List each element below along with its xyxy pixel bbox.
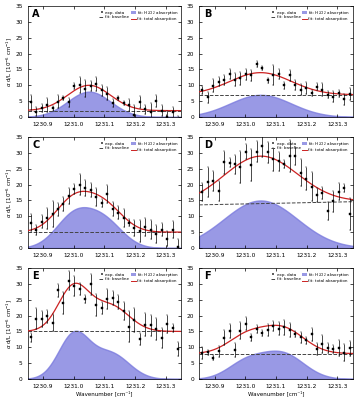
- Text: C: C: [32, 140, 40, 150]
- Text: B: B: [204, 10, 211, 20]
- Text: E: E: [32, 272, 39, 282]
- X-axis label: Wavenumber [cm⁻¹]: Wavenumber [cm⁻¹]: [248, 390, 304, 396]
- Y-axis label: $\alpha$ d/L [10$^{-6}$ cm$^{-1}$]: $\alpha$ d/L [10$^{-6}$ cm$^{-1}$]: [4, 36, 14, 87]
- Text: A: A: [32, 10, 40, 20]
- X-axis label: Wavenumber [cm⁻¹]: Wavenumber [cm⁻¹]: [76, 390, 133, 396]
- Legend: exp. data, fit: baseline, fit: H$_2$O$_2$ absorption, fit: total absorption: exp. data, fit: baseline, fit: H$_2$O$_2…: [99, 8, 179, 22]
- Y-axis label: $\alpha$ d/L [10$^{-6}$ cm$^{-1}$]: $\alpha$ d/L [10$^{-6}$ cm$^{-1}$]: [4, 168, 14, 218]
- Legend: exp. data, fit: baseline, fit: H$_2$O$_2$ absorption, fit: total absorption: exp. data, fit: baseline, fit: H$_2$O$_2…: [270, 270, 351, 284]
- Y-axis label: $\alpha$ d/L [10$^{-6}$ cm$^{-1}$]: $\alpha$ d/L [10$^{-6}$ cm$^{-1}$]: [4, 298, 14, 349]
- Legend: exp. data, fit: baseline, fit: H$_2$O$_2$ absorption, fit: total absorption: exp. data, fit: baseline, fit: H$_2$O$_2…: [270, 139, 351, 153]
- Legend: exp. data, fit: baseline, fit: H$_2$O$_2$ absorption, fit: total absorption: exp. data, fit: baseline, fit: H$_2$O$_2…: [99, 139, 179, 153]
- Text: F: F: [204, 272, 210, 282]
- Legend: exp. data, fit: baseline, fit: H$_2$O$_2$ absorption, fit: total absorption: exp. data, fit: baseline, fit: H$_2$O$_2…: [270, 8, 351, 22]
- Legend: exp. data, fit: baseline, fit: H$_2$O$_2$ absorption, fit: total absorption: exp. data, fit: baseline, fit: H$_2$O$_2…: [99, 270, 179, 284]
- Text: D: D: [204, 140, 212, 150]
